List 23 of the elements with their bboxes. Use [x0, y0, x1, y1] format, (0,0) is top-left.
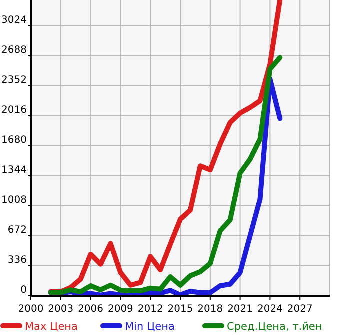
y-tick-label: 2688 — [2, 44, 27, 56]
x-tick-label: 2009 — [108, 304, 134, 315]
y-tick-label: 1008 — [2, 194, 27, 206]
x-tick-label: 2015 — [168, 304, 194, 315]
x-tick-label: 2006 — [78, 304, 104, 315]
y-tick-label: 2352 — [2, 74, 27, 86]
y-tick-label: 1680 — [2, 134, 27, 146]
y-tick-label: 2016 — [2, 104, 27, 116]
x-tick-label: 2003 — [48, 304, 74, 315]
legend-label: Сред.Цена, т.йен — [227, 321, 322, 333]
y-tick-label: 336 — [8, 255, 27, 266]
x-tick-label: 2021 — [228, 304, 254, 315]
x-tick-label: 2000 — [18, 304, 44, 315]
legend-label: Min Цена — [125, 321, 175, 333]
x-tick-label: 2012 — [138, 304, 164, 315]
x-tick-label: 2024 — [257, 304, 283, 315]
y-tick-label: 0 — [20, 285, 27, 296]
y-tick-label: 672 — [8, 224, 27, 236]
y-tick-label: 3024 — [2, 14, 27, 26]
x-tick-label: 2027 — [287, 304, 313, 315]
y-tick-label: 1344 — [2, 164, 27, 176]
x-tick-label: 2018 — [198, 304, 224, 315]
legend-label: Max Цена — [25, 321, 78, 333]
